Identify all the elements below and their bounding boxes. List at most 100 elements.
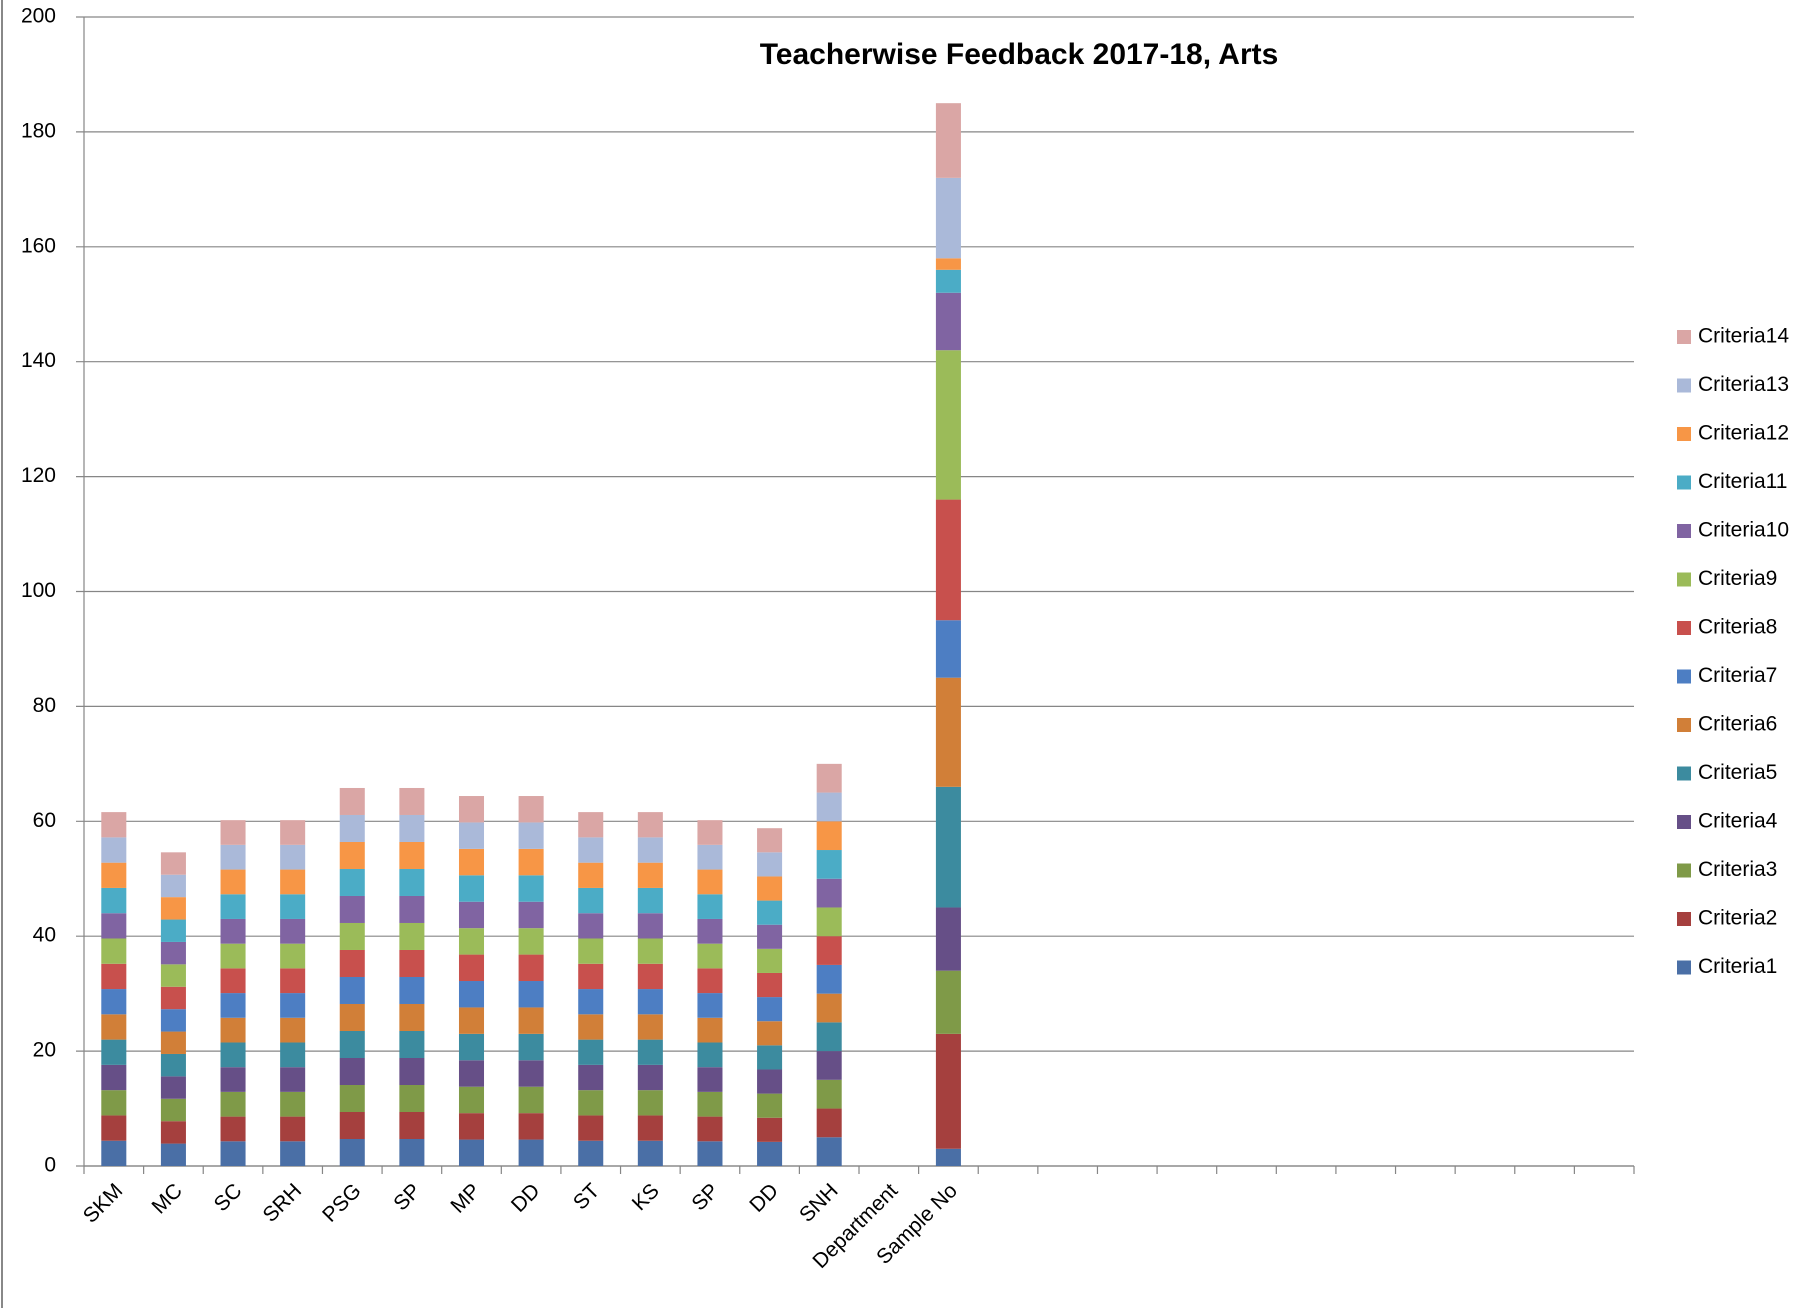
bar-segment (935, 677, 961, 787)
bar-segment (101, 1115, 127, 1141)
bar-segment (935, 269, 961, 293)
bar-segment (816, 850, 842, 879)
bar-segment (458, 1139, 485, 1166)
bar-segment (399, 787, 425, 815)
bar-segment (697, 869, 723, 895)
bar-segment (816, 1022, 842, 1052)
bar-segment (160, 1031, 186, 1054)
bar-segment (637, 1039, 663, 1065)
bar-segment (399, 1003, 425, 1031)
bar-segment (637, 913, 663, 939)
legend-label: Criteria4 (1698, 810, 1778, 833)
bar-segment (220, 918, 246, 944)
bar-segment (280, 1091, 306, 1117)
bar-segment (280, 1017, 306, 1043)
bar-segment (578, 1014, 604, 1040)
bar-segment (339, 787, 365, 815)
bar-segment (160, 1121, 186, 1144)
bar-segment (578, 938, 604, 964)
bar-segment (697, 993, 723, 1018)
bar-segment (637, 1090, 663, 1116)
bar-segment (518, 1113, 544, 1140)
bar-segment (518, 1033, 544, 1061)
bar-segment (399, 922, 425, 950)
bar-segment (220, 894, 246, 919)
bar-segment (757, 924, 783, 949)
y-tick-label: 160 (21, 234, 56, 257)
bar-segment (935, 292, 961, 351)
bar-segment (280, 869, 306, 895)
bar-segment (518, 848, 544, 876)
bar-segment (399, 1057, 425, 1085)
bar-segment (816, 936, 842, 965)
bar-segment (458, 954, 485, 982)
bar-segment (816, 821, 842, 851)
bar-segment (220, 1091, 246, 1117)
bar-segment (399, 949, 425, 977)
bar-segment (757, 1093, 783, 1118)
bar-segment (280, 943, 306, 969)
legend-swatch (1677, 572, 1691, 587)
bar-segment (101, 1090, 127, 1116)
bar-segment (101, 1140, 127, 1166)
bar-segment (935, 177, 961, 259)
legend-label: Criteria13 (1698, 373, 1789, 396)
bar-segment (578, 837, 604, 863)
bar-segment (697, 894, 723, 919)
bar-segment (160, 1098, 186, 1122)
legend-swatch (1677, 330, 1691, 344)
bar-segment (220, 844, 246, 870)
bar-segment (160, 1143, 186, 1166)
bar-segment (220, 943, 246, 969)
bar-segment (578, 1064, 604, 1091)
bar-segment (578, 1140, 604, 1166)
y-tick-label: 20 (33, 1039, 56, 1062)
y-tick-label: 120 (21, 464, 56, 487)
legend-label: Criteria10 (1698, 519, 1789, 542)
bar-segment (637, 837, 663, 863)
bar-segment (578, 913, 604, 939)
bar-segment (160, 1076, 186, 1099)
bar-segment (399, 1030, 425, 1058)
bar-segment (160, 919, 186, 942)
bar-segment (458, 1060, 485, 1087)
bar-segment (935, 786, 961, 908)
legend-swatch (1677, 475, 1691, 490)
bar-segment (339, 814, 365, 842)
bar-segment (697, 1116, 723, 1142)
bar-segment (757, 1117, 783, 1142)
bar-segment (935, 103, 961, 178)
bar-segment (220, 1042, 246, 1068)
bar-segment (339, 949, 365, 977)
bar-segment (399, 976, 425, 1004)
bar-segment (637, 989, 663, 1015)
bar-segment (160, 986, 186, 1010)
bar-segment (160, 874, 186, 898)
bar-segment (578, 887, 604, 914)
bar-segment (458, 1007, 485, 1034)
legend-label: Criteria12 (1698, 422, 1789, 445)
bar-segment (637, 1140, 663, 1166)
bar-segment (339, 922, 365, 950)
bar-segment (757, 852, 783, 877)
bar-segment (637, 1014, 663, 1040)
legend-label: Criteria9 (1698, 567, 1777, 590)
legend-label: Criteria3 (1698, 858, 1777, 881)
bar-segment (399, 895, 425, 923)
bar-segment (935, 907, 961, 971)
bar-segment (518, 796, 544, 823)
y-tick-label: 60 (33, 809, 56, 832)
bar-segment (816, 907, 842, 937)
bar-segment (518, 1086, 544, 1114)
bar-segment (637, 862, 663, 888)
bar-segment (220, 1067, 246, 1092)
bar-segment (339, 1084, 365, 1112)
bar-segment (160, 852, 186, 875)
bar-segment (220, 993, 246, 1018)
bar-segment (458, 1033, 485, 1061)
bar-segment (697, 844, 723, 870)
bar-segment (339, 841, 365, 869)
bar-segment (757, 1045, 783, 1070)
y-tick-label: 40 (33, 924, 56, 947)
